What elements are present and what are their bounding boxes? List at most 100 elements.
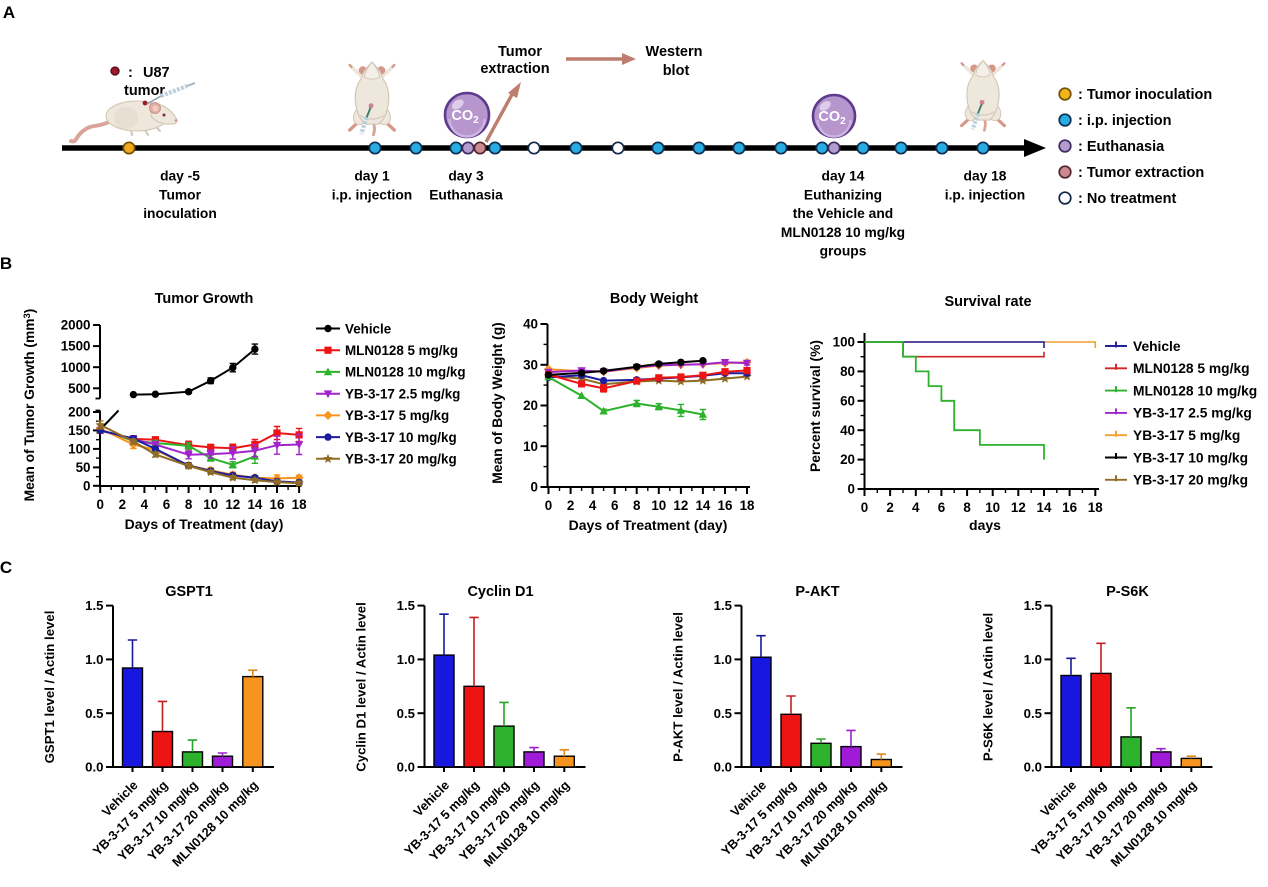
- svg-text:day 14: day 14: [822, 169, 865, 184]
- svg-text:2: 2: [119, 497, 126, 512]
- svg-text:150: 150: [68, 423, 90, 438]
- svg-text:200: 200: [68, 405, 90, 420]
- svg-text:Western: Western: [646, 44, 703, 60]
- svg-text:Euthanasia: Euthanasia: [429, 187, 503, 202]
- svg-text:Days of Treatment (day): Days of Treatment (day): [569, 517, 728, 533]
- svg-text:U87: U87: [143, 65, 170, 81]
- svg-text:groups: groups: [820, 244, 867, 259]
- svg-text:Cyclin D1 level / Actin level: Cyclin D1 level / Actin level: [354, 602, 369, 772]
- svg-text:MLN0128 5 mg/kg: MLN0128 5 mg/kg: [345, 343, 458, 358]
- svg-text:20: 20: [523, 398, 538, 413]
- svg-text:day 1: day 1: [354, 169, 390, 184]
- svg-text:20: 20: [840, 452, 855, 467]
- svg-text:16: 16: [1062, 500, 1077, 515]
- svg-text:4: 4: [141, 497, 149, 512]
- svg-text:YB-3-17 10 mg/kg: YB-3-17 10 mg/kg: [1133, 450, 1248, 465]
- svg-text:Mean of Tumor Growth (mm3): Mean of Tumor Growth (mm3): [22, 309, 37, 502]
- svg-text:: Tumor inoculation: : Tumor inoculation: [1078, 87, 1212, 103]
- svg-text:Cyclin D1: Cyclin D1: [467, 584, 533, 600]
- svg-text:8: 8: [633, 498, 641, 513]
- svg-text:8: 8: [963, 500, 971, 515]
- svg-text:YB-3-17 5 mg/kg: YB-3-17 5 mg/kg: [345, 408, 449, 423]
- svg-text:Body Weight: Body Weight: [610, 291, 699, 307]
- svg-text:GSPT1: GSPT1: [165, 584, 213, 600]
- svg-text:14: 14: [1037, 500, 1052, 515]
- svg-text:day -5: day -5: [160, 169, 200, 184]
- svg-text:GSPT1 level / Actin level: GSPT1 level / Actin level: [42, 611, 57, 764]
- svg-text:YB-3-17 5 mg/kg: YB-3-17 5 mg/kg: [1133, 428, 1240, 443]
- svg-text:0.0: 0.0: [85, 760, 103, 775]
- svg-text:12: 12: [225, 497, 240, 512]
- svg-text:0.0: 0.0: [1024, 760, 1042, 775]
- svg-text:the Vehicle and: the Vehicle and: [793, 206, 893, 221]
- svg-text:inoculation: inoculation: [143, 206, 217, 221]
- svg-text:0: 0: [96, 497, 103, 512]
- svg-text:: Tumor extraction: : Tumor extraction: [1078, 165, 1204, 181]
- svg-text:0.5: 0.5: [714, 706, 732, 721]
- svg-text:6: 6: [611, 498, 618, 513]
- svg-text:60: 60: [840, 393, 855, 408]
- svg-text:10: 10: [985, 500, 1000, 515]
- svg-text:CO2: CO2: [818, 109, 846, 127]
- svg-text:0.5: 0.5: [85, 706, 103, 721]
- svg-text:C: C: [0, 558, 12, 577]
- svg-text:0.5: 0.5: [1024, 706, 1042, 721]
- svg-text:MLN0128 10 mg/kg: MLN0128 10 mg/kg: [1133, 383, 1257, 398]
- svg-text:0.0: 0.0: [714, 760, 732, 775]
- svg-text:P-AKT level / Actin level: P-AKT level / Actin level: [671, 612, 686, 762]
- svg-text:MLN0128 10 mg/kg: MLN0128 10 mg/kg: [781, 225, 905, 240]
- svg-text:40: 40: [523, 317, 538, 332]
- svg-text:14: 14: [247, 497, 262, 512]
- svg-text:Mean of Body Weight (g): Mean of Body Weight (g): [490, 322, 505, 483]
- svg-text:i.p. injection: i.p. injection: [332, 187, 412, 202]
- svg-text:1000: 1000: [61, 360, 91, 375]
- svg-text:500: 500: [68, 381, 90, 396]
- svg-text:A: A: [3, 3, 15, 22]
- svg-text:: i.p. injection: : i.p. injection: [1078, 113, 1171, 129]
- svg-text:B: B: [0, 254, 12, 273]
- svg-text:16: 16: [270, 497, 285, 512]
- svg-text:0.5: 0.5: [397, 706, 415, 721]
- svg-text:8: 8: [185, 497, 193, 512]
- svg-text:4: 4: [589, 498, 597, 513]
- svg-text:1.0: 1.0: [85, 652, 103, 667]
- svg-text:2: 2: [886, 500, 893, 515]
- svg-text:1.5: 1.5: [85, 598, 103, 613]
- svg-text:tumor: tumor: [124, 83, 165, 99]
- svg-text:Percent survival (%): Percent survival (%): [808, 340, 823, 472]
- svg-text:MLN0128 5 mg/kg: MLN0128 5 mg/kg: [1133, 361, 1250, 376]
- svg-text:14: 14: [695, 498, 710, 513]
- svg-text:1500: 1500: [61, 339, 91, 354]
- svg-text:1.0: 1.0: [714, 652, 732, 667]
- svg-text:CO2: CO2: [451, 108, 479, 126]
- svg-text:6: 6: [163, 497, 170, 512]
- svg-text:extraction: extraction: [480, 61, 549, 77]
- svg-text:blot: blot: [663, 63, 690, 79]
- svg-text:YB-3-17 2.5 mg/kg: YB-3-17 2.5 mg/kg: [345, 386, 460, 401]
- svg-text:Vehicle: Vehicle: [1133, 339, 1181, 354]
- svg-text:80: 80: [840, 364, 855, 379]
- svg-text:12: 12: [1011, 500, 1026, 515]
- svg-text:YB-3-17 20 mg/kg: YB-3-17 20 mg/kg: [1133, 473, 1248, 488]
- svg-text:4: 4: [912, 500, 920, 515]
- svg-text:0: 0: [531, 480, 538, 495]
- svg-text:10: 10: [203, 497, 218, 512]
- svg-text:YB-3-17 2.5 mg/kg: YB-3-17 2.5 mg/kg: [1133, 406, 1252, 421]
- svg-text:day 3: day 3: [448, 169, 484, 184]
- svg-text:MLN0128 10 mg/kg: MLN0128 10 mg/kg: [345, 365, 466, 380]
- svg-text:day 18: day 18: [964, 169, 1007, 184]
- svg-text:: Euthanasia: : Euthanasia: [1078, 139, 1165, 155]
- svg-text:1.5: 1.5: [397, 598, 415, 613]
- svg-text:0: 0: [848, 482, 855, 497]
- svg-text:1.0: 1.0: [1024, 652, 1042, 667]
- svg-text:Euthanizing: Euthanizing: [804, 187, 882, 202]
- svg-text:18: 18: [1088, 500, 1103, 515]
- svg-text:Survival rate: Survival rate: [944, 294, 1031, 310]
- svg-text:Tumor: Tumor: [159, 187, 202, 202]
- svg-text:1.5: 1.5: [714, 598, 732, 613]
- svg-text:18: 18: [740, 498, 755, 513]
- svg-text:Tumor: Tumor: [498, 44, 542, 60]
- svg-text:YB-3-17 20 mg/kg: YB-3-17 20 mg/kg: [345, 452, 457, 467]
- svg-text:2000: 2000: [61, 318, 91, 333]
- svg-text:40: 40: [840, 423, 855, 438]
